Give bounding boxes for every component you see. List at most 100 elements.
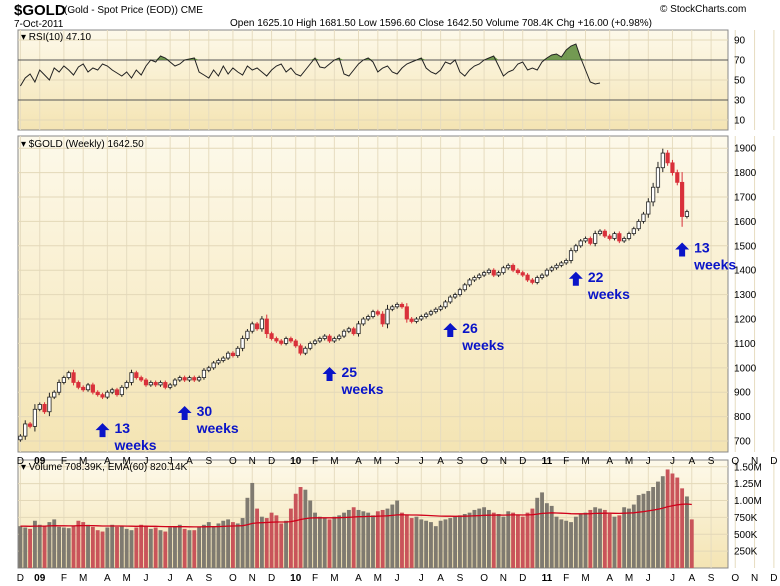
- candle-body: [303, 347, 308, 354]
- candle-body: [399, 303, 405, 308]
- x-tick-label: M: [625, 573, 633, 584]
- cycle-annotation: weeks: [196, 420, 239, 436]
- volume-bar: [380, 509, 385, 568]
- ohlc-summary: Open 1625.10 High 1681.50 Low 1596.60 Cl…: [230, 18, 652, 29]
- candle-body: [477, 274, 482, 278]
- candle-body: [182, 377, 187, 381]
- x-tick-label: 10: [290, 573, 302, 584]
- volume-bar: [578, 514, 583, 568]
- candle-body: [346, 328, 351, 332]
- volume-bar: [216, 523, 221, 568]
- x-tick-label: A: [688, 456, 695, 467]
- x-tick-label: N: [249, 573, 256, 584]
- volume-bar: [598, 508, 602, 568]
- x-tick-label: J: [646, 456, 651, 467]
- cycle-annotation: weeks: [114, 437, 157, 453]
- volume-bar: [197, 527, 202, 568]
- x-tick-label: D: [519, 456, 526, 467]
- volume-bar: [477, 508, 482, 568]
- candle-body: [226, 352, 231, 359]
- x-tick-label: O: [480, 456, 488, 467]
- volume-bar: [414, 516, 419, 568]
- y-tick-label: 700: [734, 437, 751, 448]
- candle-body: [42, 404, 47, 413]
- x-tick-label: D: [268, 456, 275, 467]
- volume-bar: [458, 515, 462, 568]
- candle-body: [419, 316, 424, 320]
- candle-body: [684, 211, 690, 217]
- candle-body: [201, 369, 207, 378]
- candle-body: [71, 372, 76, 383]
- volume-bar: [685, 496, 689, 568]
- volume-bar: [264, 518, 269, 568]
- candle-body: [675, 172, 680, 183]
- volume-bar: [467, 512, 472, 568]
- x-tick-label: M: [374, 573, 382, 584]
- candle-body: [187, 377, 192, 381]
- volume-bar: [438, 520, 443, 568]
- candle-body: [332, 338, 337, 342]
- volume-bar: [371, 515, 375, 568]
- candle-body: [279, 340, 284, 344]
- cycle-annotation: 22: [588, 269, 604, 285]
- candle-body: [32, 408, 37, 427]
- rsi-line: [19, 43, 601, 87]
- candle-body: [158, 382, 163, 386]
- x-tick-label: A: [606, 456, 613, 467]
- volume-bar: [544, 503, 549, 568]
- volume-bar: [530, 508, 535, 568]
- volume-bar: [501, 516, 506, 568]
- y-tick-label: 1200: [734, 315, 757, 326]
- candle-body: [568, 250, 574, 261]
- candle-body: [119, 386, 124, 396]
- chart-symbol: $GOLD: [14, 2, 66, 19]
- y-tick-label: 800: [734, 412, 751, 423]
- candle-body: [506, 264, 511, 269]
- candle-body: [337, 335, 342, 339]
- x-axis: D D 09 09 F F M M A A M M J J J J A A S S O O N N D D 10 10 F F M M A A M M…: [17, 456, 778, 584]
- volume-bar: [81, 522, 86, 568]
- volume-bar: [308, 500, 313, 568]
- x-tick-label: D: [268, 573, 275, 584]
- candle-body: [414, 318, 419, 322]
- candle-body: [206, 367, 211, 371]
- volume-panel: 250K 500K 750K 1.00M 1.25M 1.50M ▾ Volume 708.…: [17, 459, 775, 569]
- candle-body: [602, 230, 607, 237]
- volume-bar: [486, 509, 491, 568]
- candle-body: [370, 311, 376, 317]
- candle-body: [327, 335, 332, 342]
- candle-body: [578, 240, 583, 247]
- rsi-title: ▾ RSI(10) 47.10: [21, 32, 91, 43]
- candle-body: [651, 186, 656, 203]
- volume-bar: [443, 519, 448, 568]
- chart-date: 7-Oct-2011: [14, 19, 64, 30]
- volume-bar: [322, 518, 327, 568]
- candle-body: [139, 377, 144, 381]
- volume-bar: [337, 515, 342, 568]
- x-tick-label: N: [249, 456, 256, 467]
- volume-bar: [119, 526, 124, 568]
- y-tick-label: 1600: [734, 217, 757, 228]
- candle-body: [544, 269, 549, 276]
- volume-bar: [168, 527, 173, 568]
- volume-bar: [327, 519, 332, 568]
- volume-bar: [656, 481, 660, 568]
- candle-body: [409, 318, 414, 322]
- volume-title: ▾ Volume 708.39K, EMA(60) 820.14K: [21, 462, 188, 473]
- volume-bar: [670, 473, 675, 568]
- candle-body: [680, 181, 685, 217]
- volume-bar: [221, 520, 226, 568]
- x-tick-label: 09: [34, 456, 46, 467]
- candle-body: [134, 372, 139, 378]
- y-tick-label: 1900: [734, 144, 757, 155]
- volume-bar: [288, 508, 293, 568]
- candle-body: [356, 323, 361, 335]
- volume-bar: [231, 522, 235, 568]
- candle-body: [312, 340, 318, 344]
- x-tick-label: A: [186, 456, 193, 467]
- volume-bar: [346, 509, 351, 568]
- volume-bar: [163, 531, 168, 568]
- candle-body: [535, 277, 540, 283]
- volume-bar: [525, 512, 530, 568]
- x-tick-label: F: [563, 456, 569, 467]
